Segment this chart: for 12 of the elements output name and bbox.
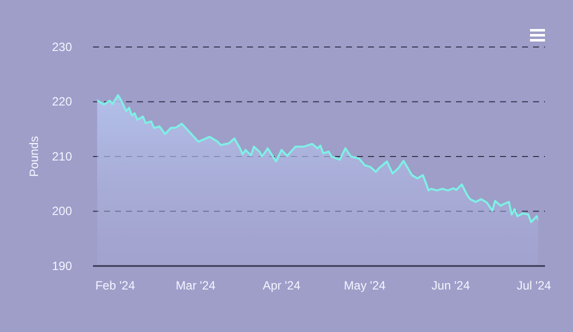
y-axis-title: Pounds — [27, 136, 41, 177]
y-tick-label: 220 — [52, 94, 72, 109]
x-tick-label: Feb '24 — [95, 278, 136, 293]
y-tick-label: 200 — [52, 204, 72, 218]
y-tick-label: 210 — [52, 149, 72, 164]
x-tick-label: Jun '24 — [432, 278, 470, 293]
x-tick-label: Apr '24 — [262, 278, 301, 293]
x-tick-label: May '24 — [344, 278, 386, 293]
y-tick-label: 230 — [52, 40, 72, 54]
y-tick-label: 190 — [52, 258, 72, 273]
x-tick-label: Mar '24 — [176, 278, 216, 293]
x-tick-label: Jul '24 — [516, 278, 552, 293]
